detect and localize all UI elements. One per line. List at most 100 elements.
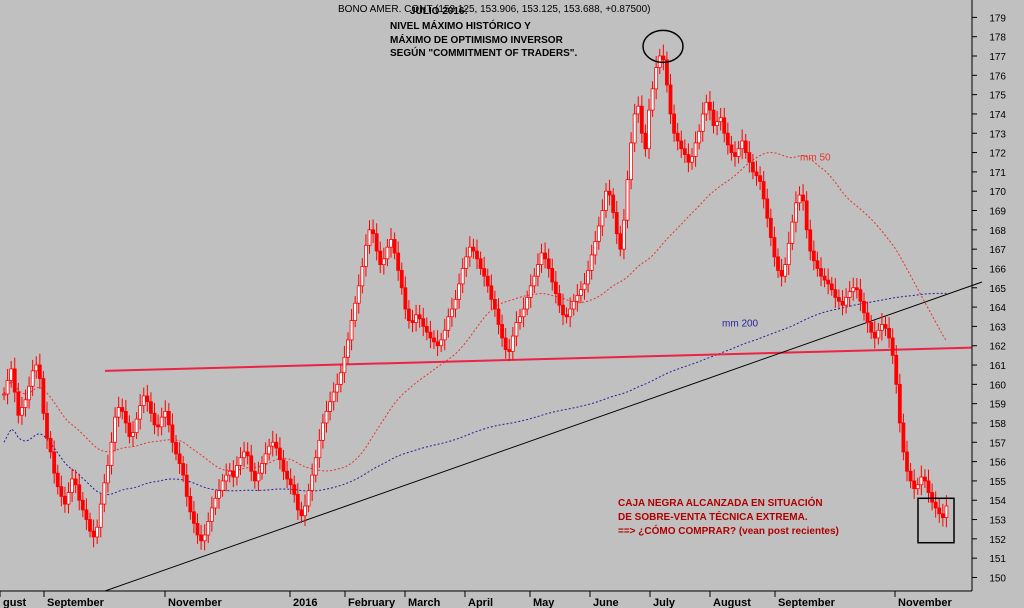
candle-body [883,324,888,329]
y-tick-label: 176 [989,71,1006,82]
candle-body [783,264,788,277]
candle-body [131,432,135,437]
candle-body [532,275,537,287]
candle-body [396,252,401,271]
candle-body [235,465,239,478]
candle-body [134,418,139,434]
title-annotation-line: SEGÚN "COMMITMENT OF TRADERS". [390,46,577,59]
candle-body [586,269,590,285]
candle-body [227,470,232,476]
peak-circle [642,29,684,64]
candle-body [138,405,143,420]
candle-body [837,297,841,302]
candle-body [281,459,286,472]
candle-body [794,202,798,223]
candle-body [500,324,504,339]
candle-body [725,132,730,146]
candle-body [697,130,702,144]
candle-body [826,279,831,285]
ma50-line [3,151,947,472]
candle-body [607,190,612,196]
title-annotation-line: JULIO 2016: [410,6,468,17]
candle-body [930,492,934,503]
candle-body [174,441,178,455]
title-annotation-line: NIVEL MÁXIMO HISTÓRICO Y [390,19,531,32]
candle-body [170,424,175,443]
candle-body [650,88,655,111]
candle-body [30,370,35,387]
candle-body [421,318,426,327]
candle-body [933,501,938,509]
candle-body [862,300,866,314]
y-tick-label: 161 [989,361,1006,372]
candle-body [123,410,128,424]
candle-body [564,314,569,318]
candle-body [292,484,297,495]
candle-body [278,447,282,461]
candle-body [686,154,691,163]
candle-body [156,424,160,428]
candle-body [188,495,193,513]
candle-body [88,519,92,532]
candle-body [389,239,393,248]
y-tick-label: 152 [989,535,1006,546]
candle-body [446,316,451,331]
annotations: BONO AMER. CONT (153.125, 153.906, 153.1… [338,4,955,544]
candle-body [192,511,196,524]
candle-body [743,140,748,153]
candle-body [317,439,322,459]
candle-body [399,269,404,289]
candle-body [252,470,257,482]
candle-body [553,281,558,294]
candle-body [629,142,633,181]
candle-body [166,410,171,426]
candle-body [410,320,415,323]
x-tick-label: March [408,597,441,608]
x-tick-label: 2016 [293,597,317,608]
candle-body [543,252,547,260]
candle-body [919,476,924,486]
candle-body [371,229,375,235]
candle-body [98,503,103,528]
y-tick-label: 158 [989,419,1006,430]
candle-body [453,298,458,310]
candle-body [722,117,727,134]
candle-body [600,210,605,227]
x-tick-label: November [898,597,953,608]
candle-body [12,368,17,393]
candle-body [152,412,157,426]
candle-body [467,246,472,258]
candle-body [299,509,304,517]
candle-body [378,250,383,265]
y-tick-label: 174 [989,110,1006,121]
candle-body [213,497,218,509]
x-tick-label: September [47,597,105,608]
candle-body [733,152,737,157]
bottom-annotation-line: CAJA NEGRA ALCANZADA EN SITUACIÓN [618,496,823,509]
candle-body [77,484,82,501]
candle-body [890,337,895,356]
candle-body [52,451,57,474]
candle-body [184,474,189,497]
candle-body [306,490,311,507]
candle-body [797,194,802,204]
candle-body [636,105,641,115]
candle-body [428,331,433,339]
candle-body [109,441,114,466]
candle-body [668,84,673,115]
candle-body [675,132,680,142]
candle-body [496,308,501,325]
candle-body [700,113,705,132]
y-tick-label: 168 [989,226,1006,237]
candle-body [295,494,300,511]
candle-body [385,246,390,260]
candle-body [181,463,186,476]
candle-body [303,505,307,517]
candle-body [70,478,74,493]
candle-body [518,316,522,323]
candle-body [618,233,623,250]
candle-body [808,229,813,252]
candle-body [622,219,626,250]
candle-body [561,304,565,316]
